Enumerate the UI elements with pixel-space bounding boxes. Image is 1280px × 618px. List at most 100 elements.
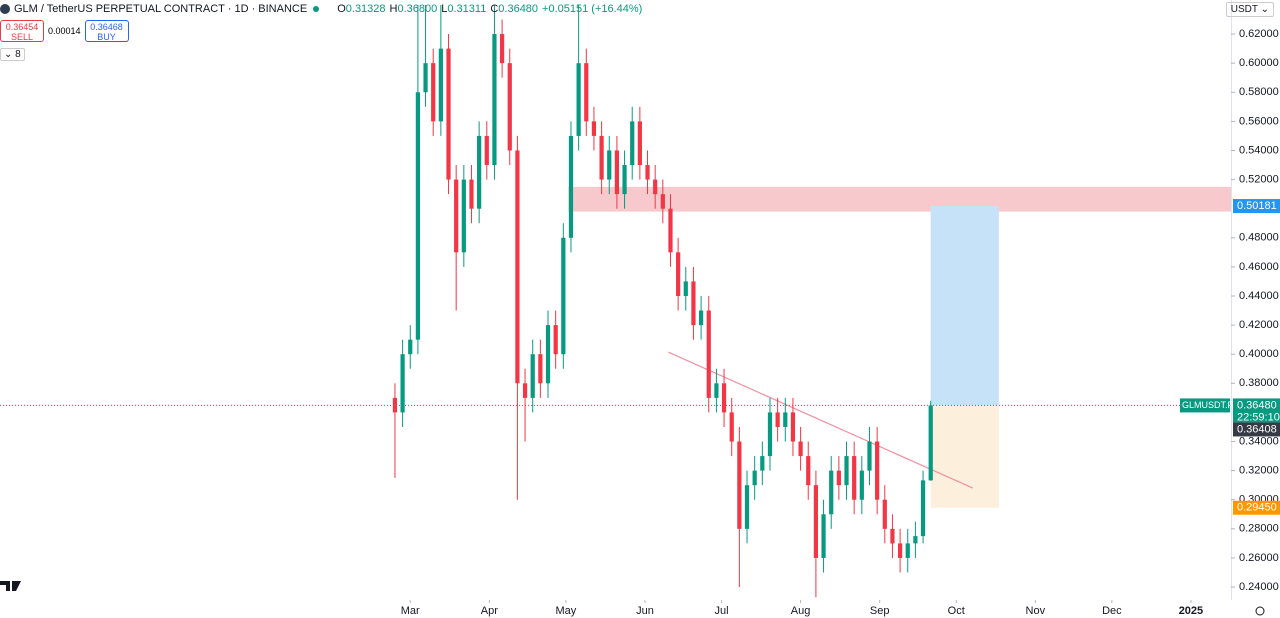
tv-logo (0, 581, 21, 591)
candle-body (691, 281, 696, 326)
countdown: 22:59:10 (1237, 411, 1280, 423)
candle-body (729, 412, 734, 442)
candle-body (622, 165, 627, 195)
ohlc-value: 0.36480 (498, 3, 539, 15)
candle-body (859, 470, 864, 500)
x-tick-label: Apr (481, 605, 498, 617)
candle-body (515, 150, 520, 384)
x-tick-label: Dec (1102, 605, 1122, 617)
candle-body (400, 354, 405, 413)
candle-body (897, 543, 903, 558)
candle-body (905, 543, 910, 558)
y-tick-label: 0.48000 (1239, 232, 1279, 244)
currency: USDT (1230, 4, 1258, 15)
candle-body (630, 121, 635, 166)
candle-body (790, 412, 796, 442)
symbol-icon (0, 4, 10, 14)
y-tick-label: 0.40000 (1239, 348, 1279, 360)
x-tick-label: Nov (1026, 605, 1046, 617)
sell-button[interactable]: 0.36454 SELL (0, 20, 44, 42)
ohlc-item: C0.36480 (490, 3, 538, 15)
candle-body (522, 383, 528, 398)
y-tick-label: 0.28000 (1239, 523, 1279, 535)
price-label-text: 0.50181 (1237, 200, 1277, 212)
zone (930, 206, 999, 406)
symbol[interactable]: GLM / TetherUS PERPETUAL CONTRACT · 1D ·… (14, 3, 308, 15)
price-label-bg (1233, 422, 1280, 437)
y-tick-label: 0.54000 (1239, 144, 1279, 156)
candle-body (928, 405, 933, 481)
candle-body (484, 135, 489, 166)
candle-body (783, 412, 788, 427)
candle-body (744, 485, 750, 529)
price-label-bg (1233, 500, 1280, 515)
candle-body (561, 237, 566, 355)
buy-price: 0.36468 (90, 22, 123, 32)
candle-body (653, 179, 658, 195)
y-tick-label: 0.34000 (1239, 435, 1279, 447)
candle-body (438, 48, 443, 122)
candle-body (668, 208, 673, 253)
candle-body (538, 354, 543, 384)
candle-body (737, 441, 742, 529)
candle-body (920, 480, 926, 537)
ohlc-value: 0.31311 (447, 3, 487, 15)
candle-body (553, 325, 558, 355)
ohlc-value: 0.31328 (345, 3, 386, 15)
zone (930, 405, 999, 508)
currency-select[interactable]: USDT ⌄ (1225, 2, 1274, 17)
candle-body (752, 470, 757, 486)
y-tick-label: 0.42000 (1239, 319, 1279, 331)
candle-body (477, 135, 482, 209)
price-label: 0.50181 (1233, 199, 1280, 214)
candle-body (698, 310, 704, 326)
buy-button[interactable]: 0.36468 BUY (84, 20, 129, 42)
candle-body (721, 383, 727, 413)
x-tick-label: May (555, 605, 576, 617)
y-tick-label: 0.26000 (1239, 552, 1279, 564)
price-label-bg (1233, 199, 1280, 214)
x-tick-label: Mar (401, 605, 420, 617)
candle-body (469, 179, 474, 209)
candle-body (392, 397, 398, 413)
sell-price: 0.36454 (5, 22, 39, 32)
candle-body (836, 470, 841, 486)
candle-body (645, 165, 650, 180)
candle-body (706, 310, 711, 398)
y-tick-label: 0.60000 (1239, 57, 1279, 69)
y-tick-label: 0.56000 (1239, 115, 1279, 127)
x-tick-label: Jun (636, 605, 654, 617)
candle-body (767, 412, 773, 457)
ohlc-key: L (441, 3, 448, 15)
candle-body (890, 528, 895, 544)
ohlc-item: H0.36800 (390, 3, 438, 15)
candle-body (576, 63, 581, 136)
trendline (668, 351, 974, 489)
candle-body (867, 441, 872, 471)
price-label-text: 0.29450 (1237, 502, 1277, 514)
candle-body (660, 194, 665, 209)
candle-body (431, 63, 436, 122)
candle-body (461, 179, 466, 253)
ohlc-item: L0.31311 (441, 3, 486, 15)
candle-body (882, 499, 887, 529)
candle-body (775, 412, 780, 427)
header: GLM / TetherUS PERPETUAL CONTRACT · 1D ·… (0, 3, 642, 15)
price-axis-border (1231, 0, 1232, 600)
indicators-toggle[interactable]: ⌄ 8 (0, 48, 25, 61)
ohlc-key: H (389, 3, 398, 15)
price-label: 0.36480 (1233, 398, 1280, 423)
candle-body (568, 135, 574, 238)
candle-body (607, 150, 612, 180)
candle-body (852, 456, 857, 500)
candle-body (875, 441, 880, 500)
candle-body (714, 383, 719, 398)
candle-body (676, 252, 681, 296)
ohlc-key: O (337, 3, 346, 15)
settings-icon[interactable] (1255, 606, 1265, 616)
candle-body (530, 354, 535, 398)
ohlc-item: O0.31328 (337, 3, 385, 15)
y-tick-label: 0.62000 (1239, 28, 1279, 40)
price-label: 0.36408 (1233, 422, 1280, 437)
candle-body (423, 63, 428, 93)
